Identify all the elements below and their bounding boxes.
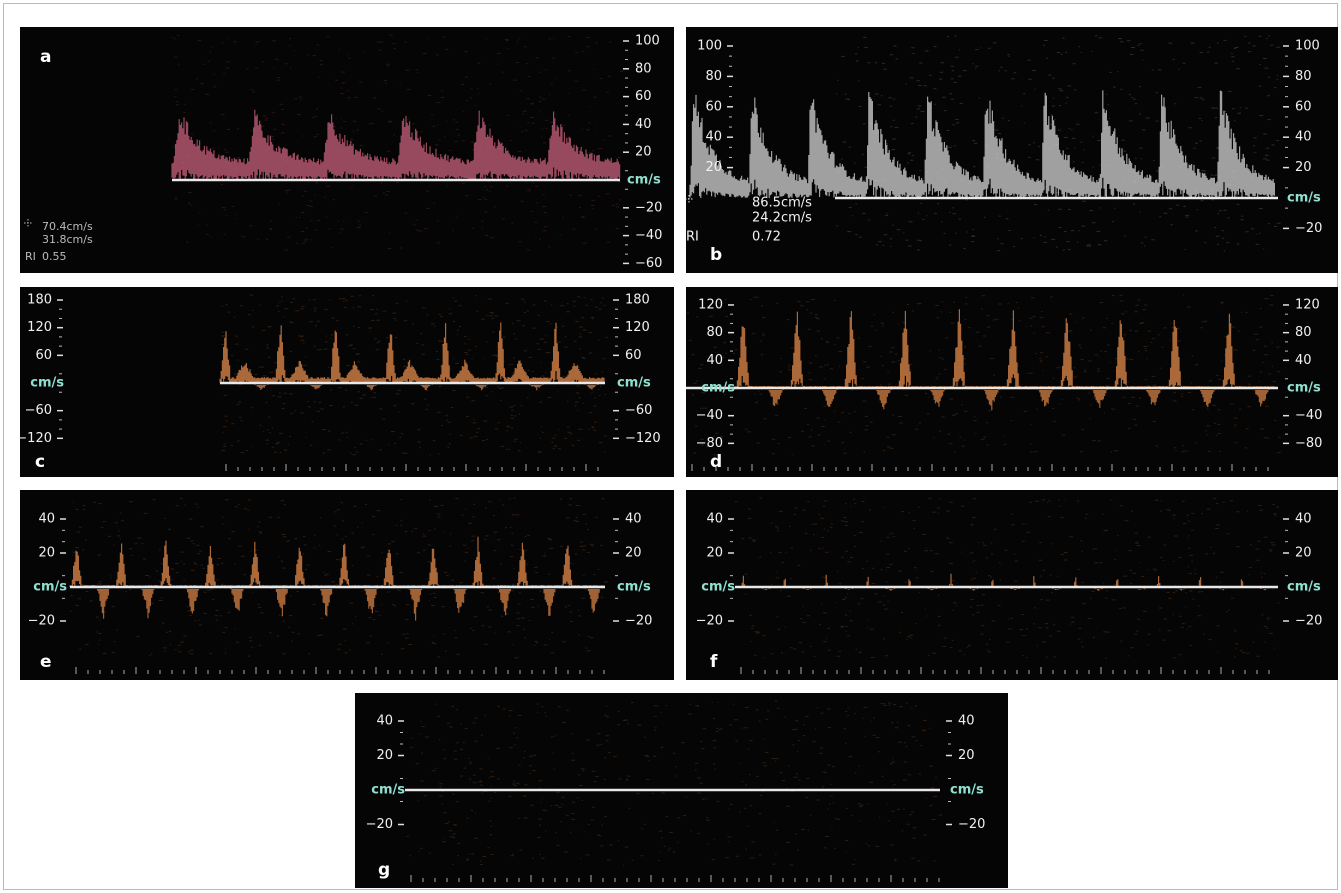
tick-label: 20 <box>635 145 652 160</box>
doppler-panel: 40 20 −20 cm/s 40 20 −20 cm/s f <box>686 490 1338 680</box>
tick-label: 80 <box>1295 69 1312 84</box>
tick-label: −20 <box>1295 614 1322 629</box>
doppler-panel: 40 20 −20 cm/s 40 20 −20 cm/s e <box>20 490 674 680</box>
tick-label: −80 <box>1295 436 1322 451</box>
tick-label: 40 <box>625 512 642 527</box>
panel-letter: a <box>40 47 51 67</box>
tick-label: 120 <box>27 320 52 335</box>
tick-label: 20 <box>625 546 642 561</box>
tick-label: 40 <box>706 353 723 368</box>
tick-label: 100 <box>635 34 660 49</box>
tick-label: 40 <box>958 714 975 729</box>
unit-label: cm/s <box>701 580 735 595</box>
panel-letter: e <box>40 652 52 672</box>
panel-letter: b <box>710 245 722 265</box>
tick-label: 120 <box>1295 297 1320 312</box>
tick-label: −20 <box>1295 221 1322 236</box>
tick-label: 120 <box>625 320 650 335</box>
tick-label: 20 <box>705 160 722 175</box>
tick-label: 80 <box>706 325 723 340</box>
tick-label: −80 <box>696 436 723 451</box>
tick-label: −20 <box>28 614 55 629</box>
unit-label: cm/s <box>1287 381 1321 396</box>
tick-label: 20 <box>38 546 55 561</box>
tick-label: 40 <box>706 512 723 527</box>
tick-label: 120 <box>698 297 723 312</box>
measurement-label: RI <box>686 230 699 245</box>
measurement-label: RI <box>25 250 36 263</box>
tick-label: −60 <box>625 403 652 418</box>
tick-label: 40 <box>38 512 55 527</box>
measurement-value: 31.8cm/s <box>42 233 93 246</box>
unit-label: cm/s <box>950 783 984 798</box>
tick-label: −120 <box>625 431 661 446</box>
unit-label: cm/s <box>617 376 651 391</box>
tick-label: −40 <box>635 228 662 243</box>
doppler-panel: 120 80 40 −40 −80 cm/s 120 80 40 −40 −80 cm/s d <box>686 287 1338 477</box>
measurement-value: 70.4cm/s <box>42 220 93 233</box>
doppler-panel: 100 80 60 40 20 100 80 60 40 20 −20 cm/s b 86.5cm/s24… <box>685 27 1338 273</box>
tick-label: 80 <box>1295 325 1312 340</box>
tick-label: −20 <box>366 817 393 832</box>
measurement-value: 24.2cm/s <box>752 211 812 226</box>
panel-letter: f <box>710 652 718 672</box>
unit-label: cm/s <box>30 376 64 391</box>
tick-label: −20 <box>635 200 662 215</box>
unit-label: cm/s <box>1287 191 1321 206</box>
tick-label: 60 <box>1295 99 1312 114</box>
tick-label: −20 <box>958 817 985 832</box>
panel-letter: d <box>710 452 722 472</box>
doppler-panel: 40 20 −20 cm/s 40 20 −20 cm/s g <box>355 693 1008 888</box>
tick-label: −120 <box>16 431 52 446</box>
tick-label: −60 <box>635 256 662 271</box>
tick-label: 180 <box>27 293 52 308</box>
tick-label: 40 <box>1295 353 1312 368</box>
tick-label: 40 <box>376 714 393 729</box>
tick-label: 80 <box>705 69 722 84</box>
tick-label: 60 <box>635 89 652 104</box>
unit-label: cm/s <box>371 783 405 798</box>
tick-label: 20 <box>706 546 723 561</box>
tick-label: 180 <box>625 293 650 308</box>
tick-label: 20 <box>1295 160 1312 175</box>
tick-label: 20 <box>958 748 975 763</box>
tick-label: 80 <box>635 61 652 76</box>
unit-label: cm/s <box>33 580 67 595</box>
tick-label: 40 <box>705 130 722 145</box>
panel-letter: g <box>378 860 390 880</box>
unit-label: cm/s <box>1287 580 1321 595</box>
unit-label: cm/s <box>617 580 651 595</box>
tick-label: 60 <box>705 99 722 114</box>
tick-label: 100 <box>697 39 722 54</box>
tick-label: −20 <box>696 614 723 629</box>
tick-label: 60 <box>625 348 642 363</box>
unit-label: cm/s <box>627 173 661 188</box>
panel-letter: c <box>35 452 45 472</box>
doppler-panel: 180 120 60 −60 −120 cm/s 180 120 60 −60 −120 cm/s c <box>16 287 674 477</box>
tick-label: 100 <box>1295 39 1320 54</box>
measurement-value: 86.5cm/s <box>752 196 812 211</box>
tick-label: 20 <box>376 748 393 763</box>
tick-label: 40 <box>1295 512 1312 527</box>
panel-background <box>686 287 1338 477</box>
tick-label: 60 <box>35 348 52 363</box>
tick-label: −40 <box>696 408 723 423</box>
tick-label: 20 <box>1295 546 1312 561</box>
tick-label: 40 <box>1295 130 1312 145</box>
measurement-value: 0.55 <box>42 250 67 263</box>
figure: 100 80 60 40 20 −20 −40 −60 cm/s a 70.4cm/s31.8cm/… <box>0 0 1341 893</box>
unit-label: cm/s <box>701 381 735 396</box>
tick-label: 40 <box>635 117 652 132</box>
doppler-panel: 100 80 60 40 20 −20 −40 −60 cm/s a 70.4cm/s31.8cm/… <box>20 27 674 273</box>
tick-label: −60 <box>25 403 52 418</box>
measurement-value: 0.72 <box>752 230 781 245</box>
tick-label: −20 <box>625 614 652 629</box>
tick-label: −40 <box>1295 408 1322 423</box>
